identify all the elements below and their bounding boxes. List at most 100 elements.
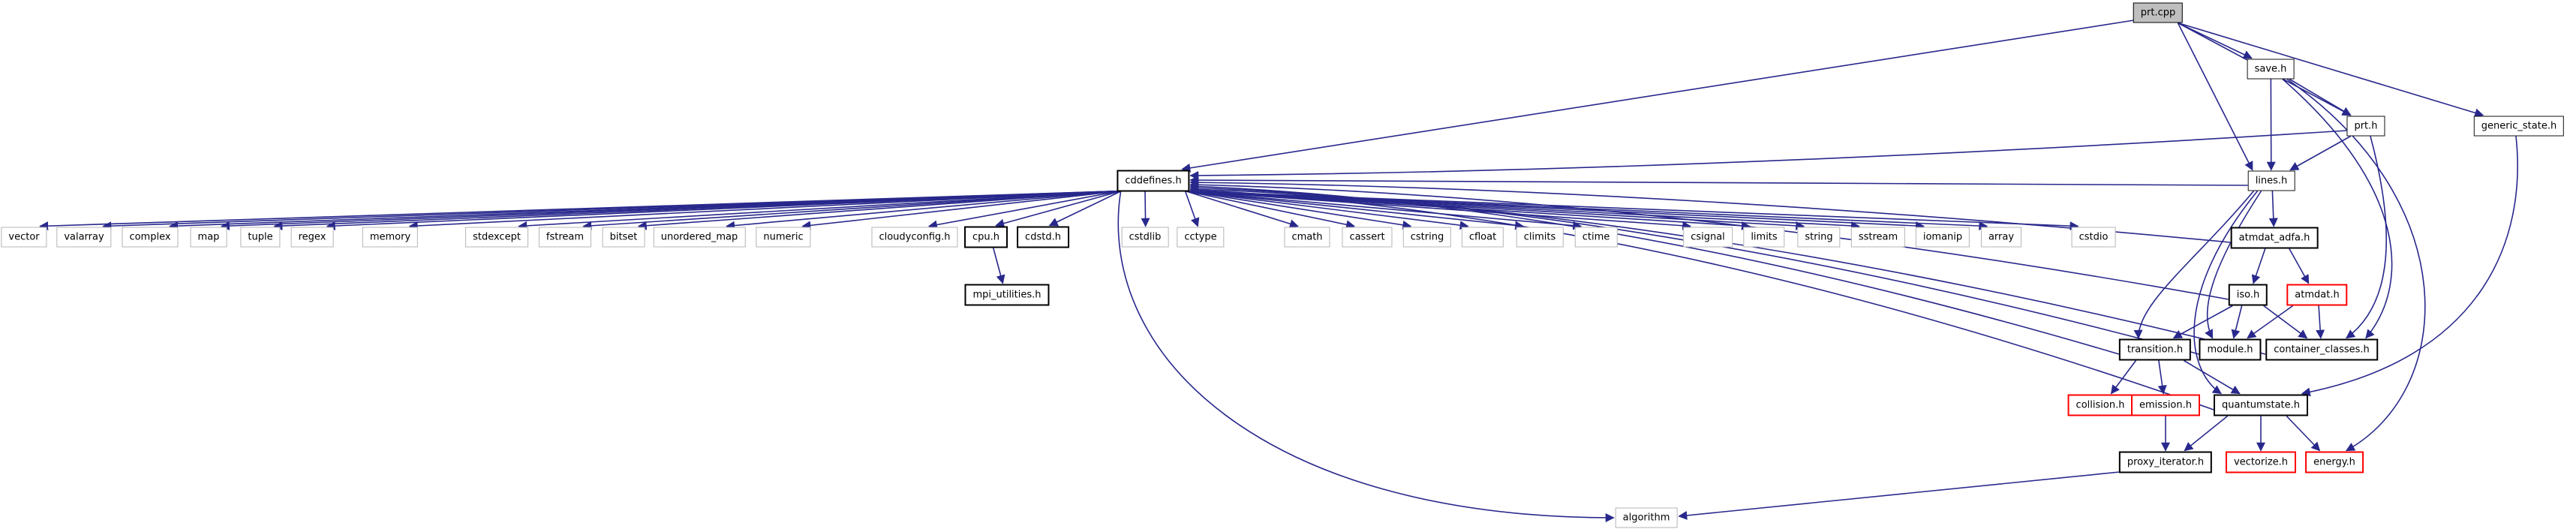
edge-generic-state-h--quantumstate-h [2301, 136, 2518, 397]
node-memory: memory [362, 227, 419, 248]
edge-prt-cpp--lines-h [2177, 23, 2253, 171]
edge-prt-cpp--save-h [2178, 22, 2253, 59]
node-numeric: numeric [756, 227, 811, 248]
edge-cddefines-h--csignal [1185, 190, 1692, 230]
node-cfloat: cfloat [1461, 227, 1504, 248]
edge-save-h--prt-h [2289, 78, 2352, 116]
node-stdexcept: stdexcept [465, 227, 528, 248]
edge-quantumstate-h--proxy-iterator-h [2184, 415, 2229, 452]
edge-transition-h--collision-h [2110, 360, 2137, 395]
edge-iso-h--transition-h [2172, 305, 2233, 339]
edge-cddefines-h--cpu-h [995, 190, 1122, 228]
node-tuple: tuple [240, 227, 281, 248]
node-emission-h[interactable]: emission.h [2131, 394, 2200, 416]
node-csignal: csignal [1683, 227, 1733, 248]
edge-cddefines-h--unordered-map [726, 190, 1122, 230]
edge-lines-h--atmdat-adfa-h [2268, 191, 2278, 227]
edge-lines-h--transition-h [2133, 190, 2255, 339]
edge-cddefines-h--cloudyconfig-h [927, 190, 1122, 230]
node-iso-h[interactable]: iso.h [2228, 284, 2268, 306]
edge-save-h--container-classes-h [2282, 78, 2393, 339]
edge-cddefines-h--climits [1185, 190, 1525, 230]
node-quantumstate-h[interactable]: quantumstate.h [2214, 394, 2308, 416]
edge-prt-cpp--cddefines-h [1181, 19, 2137, 173]
edge-lines-h--module-h [2205, 191, 2262, 339]
node-limits: limits [1743, 227, 1785, 248]
node-map: map [190, 227, 227, 248]
node-sstream: sstream [1850, 227, 1906, 248]
edge-transition-h--emission-h [2157, 360, 2167, 395]
edge-cddefines-h--algorithm [1117, 191, 1615, 522]
edge-module-h--cddefines-h [1189, 183, 2199, 355]
node-ctime: ctime [1574, 227, 1618, 248]
edge-lines-h--cddefines-h [1189, 176, 2248, 186]
node-mpi-utilities-h[interactable]: mpi_utilities.h [964, 284, 1050, 306]
node-proxy-iterator-h[interactable]: proxy_iterator.h [2118, 451, 2213, 473]
node-atmdat-h[interactable]: atmdat.h [2286, 284, 2348, 306]
node-cctype: cctype [1177, 227, 1225, 248]
edge-cddefines-h--bitset [637, 190, 1122, 230]
node-cassert: cassert [1342, 227, 1393, 248]
node-cmath: cmath [1284, 227, 1330, 248]
edge-cpu-h--mpi-utilities-h [993, 248, 1005, 284]
edge-lines-h--quantumstate-h [2193, 190, 2259, 395]
edge-prt-h--cddefines-h [1189, 130, 2347, 180]
node-save-h[interactable]: save.h [2247, 59, 2295, 80]
edge-cddefines-h--cstdlib [1141, 191, 1150, 227]
edge-cddefines-h--memory [408, 190, 1122, 230]
node-fstream: fstream [538, 227, 592, 248]
edge-atmdat-h--container-classes-h [2316, 305, 2325, 339]
node-valarray: valarray [56, 227, 112, 248]
node-cpu-h[interactable]: cpu.h [963, 226, 1008, 248]
node-container-classes-h[interactable]: container_classes.h [2265, 338, 2378, 361]
edge-cddefines-h--numeric [801, 190, 1122, 230]
node-transition-h[interactable]: transition.h [2118, 338, 2192, 361]
edge-cddefines-h--cmath [1185, 190, 1299, 229]
node-cdstd-h[interactable]: cdstd.h [1017, 226, 1069, 248]
edge-cddefines-h--stdexcept [518, 190, 1122, 230]
node-iomanip: iomanip [1915, 227, 1970, 248]
node-generic-state-h[interactable]: generic_state.h [2473, 116, 2565, 137]
edge-atmdat-h--module-h [2247, 305, 2294, 339]
edge-transition-h--quantumstate-h [2183, 359, 2241, 395]
edge-cddefines-h--fstream [582, 190, 1122, 230]
edge-proxy-iterator-h--algorithm [1678, 470, 2124, 520]
edge-prt-cpp--generic-state-h [2178, 22, 2484, 118]
edge-atmdat-adfa-h--cddefines-h [1189, 178, 2231, 243]
node-regex: regex [290, 227, 334, 248]
edge-cddefines-h--cstdio [1185, 190, 2079, 231]
edge-iso-h--module-h [2231, 305, 2243, 339]
node-cddefines-h[interactable]: cddefines.h [1117, 170, 1190, 192]
node-module-h[interactable]: module.h [2199, 338, 2262, 361]
edge-iso-h--container-classes-h [2263, 305, 2308, 339]
node-vector: vector [1, 227, 47, 248]
node-vectorize-h[interactable]: vectorize.h [2225, 451, 2297, 473]
edge-cddefines-h--cctype [1184, 191, 1200, 227]
edge-prt-h--lines-h [2289, 135, 2351, 171]
edge-atmdat-adfa-h--iso-h [2251, 248, 2266, 284]
node-prt-cpp: prt.cpp [2133, 2, 2184, 23]
node-cstring: cstring [1402, 227, 1452, 248]
node-unordered-map: unordered_map [653, 227, 746, 248]
node-string: string [1797, 227, 1841, 248]
node-atmdat-adfa-h[interactable]: atmdat_adfa.h [2230, 227, 2319, 249]
edge-cddefines-h--ctime [1185, 190, 1583, 230]
node-bitset: bitset [602, 227, 645, 248]
edge-cddefines-h--cstring [1185, 190, 1412, 230]
edge-quantumstate-h--energy-h [2286, 415, 2321, 452]
node-collision-h[interactable]: collision.h [2067, 394, 2133, 416]
node-prt-h[interactable]: prt.h [2346, 116, 2385, 137]
node-lines-h[interactable]: lines.h [2247, 170, 2295, 191]
node-cstdio: cstdio [2071, 227, 2116, 248]
edge-cddefines-h--cfloat [1185, 190, 1469, 230]
node-cstdlib: cstdlib [1121, 227, 1169, 248]
node-complex: complex [122, 227, 179, 248]
node-cloudyconfig-h: cloudyconfig.h [871, 227, 958, 248]
edge-cddefines-h--regex [326, 190, 1122, 231]
node-array: array [1980, 227, 2022, 248]
edge-cddefines-h--cdstd-h [1048, 190, 1122, 227]
node-energy-h[interactable]: energy.h [2305, 451, 2364, 473]
edge-cddefines-h--cassert [1185, 190, 1356, 230]
